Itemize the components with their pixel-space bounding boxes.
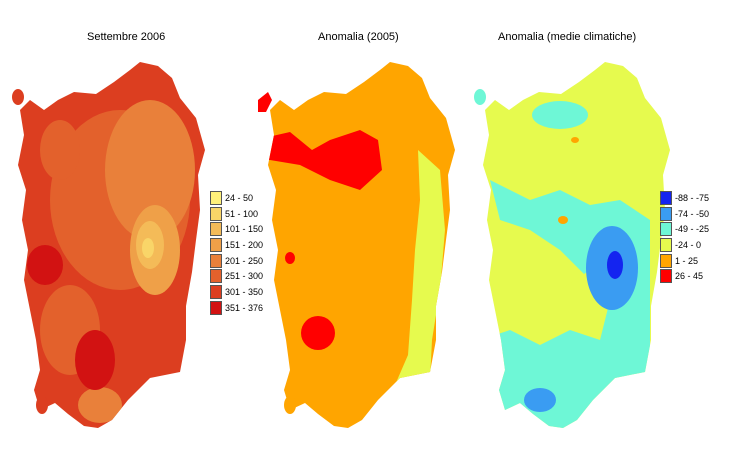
legend-entry: 51 - 100 bbox=[210, 206, 263, 222]
map-anomaly-2005 bbox=[258, 62, 455, 428]
legend-swatch bbox=[210, 269, 222, 284]
legend-swatch bbox=[660, 222, 672, 237]
legend-entry: -49 - -25 bbox=[660, 221, 709, 237]
legend-entry: 26 - 45 bbox=[660, 268, 709, 284]
legend-swatch bbox=[660, 206, 672, 221]
map-title-anomaly-climate-normals: Anomalia (medie climatiche) bbox=[498, 31, 637, 43]
legend-entry: -88 - -75 bbox=[660, 190, 709, 206]
legend-label: -24 - 0 bbox=[675, 239, 702, 250]
legend-swatch bbox=[660, 190, 672, 205]
legend-entry: 201 - 250 bbox=[210, 253, 263, 269]
map-september-2006 bbox=[12, 62, 205, 428]
legend-swatch bbox=[660, 253, 672, 268]
legend-label: 201 - 250 bbox=[225, 255, 264, 266]
legend-entry: 24 - 50 bbox=[210, 190, 263, 206]
legend-label: -88 - -75 bbox=[675, 192, 710, 203]
legend-entry: 151 - 200 bbox=[210, 237, 263, 253]
legend-entry: 301 - 350 bbox=[210, 284, 263, 300]
map-title-anomaly-2005: Anomalia (2005) bbox=[318, 31, 399, 43]
legend-swatch bbox=[210, 284, 222, 299]
legend-label: 351 - 376 bbox=[225, 302, 264, 313]
legend-anomaly: -88 - -75 -74 - -50 -49 - -25 -24 - 0 1 - 25… bbox=[660, 190, 709, 284]
legend-label: 301 - 350 bbox=[225, 286, 264, 297]
legend-swatch bbox=[660, 269, 672, 284]
legend-swatch bbox=[210, 237, 222, 252]
legend-swatch bbox=[210, 300, 222, 315]
legend-swatch bbox=[210, 206, 222, 221]
legend-label: 51 - 100 bbox=[225, 208, 259, 219]
legend-swatch bbox=[210, 190, 222, 205]
legend-label: 251 - 300 bbox=[225, 271, 264, 282]
map-title-september-2006: Settembre 2006 bbox=[87, 31, 166, 43]
legend-label: 1 - 25 bbox=[675, 255, 699, 266]
legend-entry: 1 - 25 bbox=[660, 253, 709, 269]
legend-label: 26 - 45 bbox=[675, 271, 704, 282]
legend-entry: 251 - 300 bbox=[210, 268, 263, 284]
legend-label: -74 - -50 bbox=[675, 208, 710, 219]
legend-entry: 101 - 150 bbox=[210, 221, 263, 237]
legend-swatch bbox=[210, 253, 222, 268]
legend-precipitation: 24 - 50 51 - 100 101 - 150 151 - 200 201 - 2… bbox=[210, 190, 263, 316]
legend-swatch bbox=[660, 237, 672, 252]
legend-label: 24 - 50 bbox=[225, 192, 254, 203]
legend-entry: -74 - -50 bbox=[660, 206, 709, 222]
map-anomaly-climate-normals bbox=[474, 62, 670, 428]
legend-entry: 351 - 376 bbox=[210, 300, 263, 316]
legend-label: 151 - 200 bbox=[225, 239, 264, 250]
legend-label: -49 - -25 bbox=[675, 224, 710, 235]
legend-swatch bbox=[210, 222, 222, 237]
legend-entry: -24 - 0 bbox=[660, 237, 709, 253]
legend-label: 101 - 150 bbox=[225, 224, 264, 235]
